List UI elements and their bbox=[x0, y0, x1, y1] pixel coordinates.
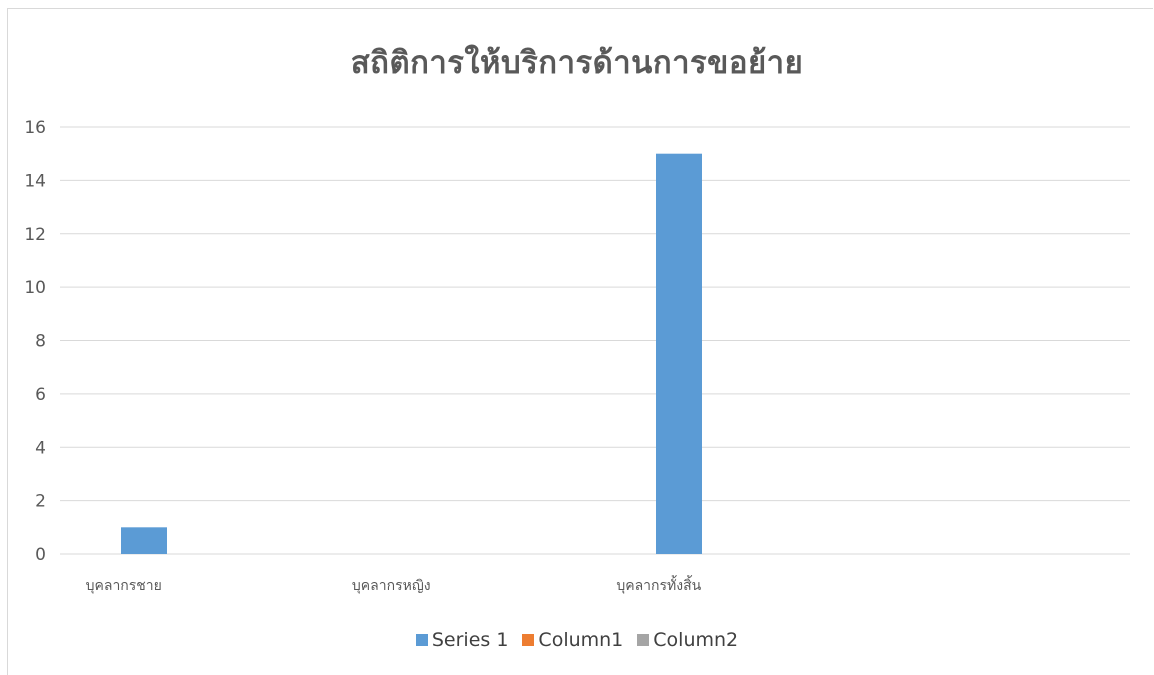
y-tick-label: 2 bbox=[35, 492, 46, 512]
chart-legend: Series 1 Column1 Column2 bbox=[0, 629, 1154, 651]
legend-label: Column2 bbox=[653, 629, 739, 651]
bar-series-1-2 bbox=[656, 153, 702, 554]
legend-label: Series 1 bbox=[431, 629, 509, 651]
chart-title: สถิติการให้บริการด้านการขอย้าย bbox=[350, 45, 804, 81]
y-tick-label: 12 bbox=[24, 225, 46, 245]
x-tick-label: บุคลากรชาย bbox=[86, 578, 162, 594]
legend-item: Series 1 bbox=[415, 629, 509, 651]
y-tick-label: 6 bbox=[35, 385, 46, 405]
y-tick-label: 14 bbox=[24, 171, 46, 191]
legend-swatch bbox=[415, 634, 428, 646]
y-tick-label: 10 bbox=[24, 278, 46, 298]
y-tick-label: 0 bbox=[35, 545, 46, 565]
y-tick-label: 4 bbox=[35, 438, 46, 458]
legend-label: Column1 bbox=[538, 629, 624, 651]
x-tick-label: บุคลากรหญิง bbox=[352, 578, 431, 594]
y-tick-label: 8 bbox=[35, 332, 46, 352]
x-tick-label: บุคลากรทั้งสิ้น bbox=[616, 575, 701, 594]
y-tick-label: 16 bbox=[24, 118, 46, 138]
legend-item: Column1 bbox=[522, 629, 623, 651]
bar-series-1-0 bbox=[121, 527, 167, 554]
legend-swatch bbox=[637, 634, 650, 646]
legend-item: Column2 bbox=[637, 629, 738, 651]
legend-swatch bbox=[522, 634, 535, 646]
chart-frame bbox=[7, 8, 1153, 675]
